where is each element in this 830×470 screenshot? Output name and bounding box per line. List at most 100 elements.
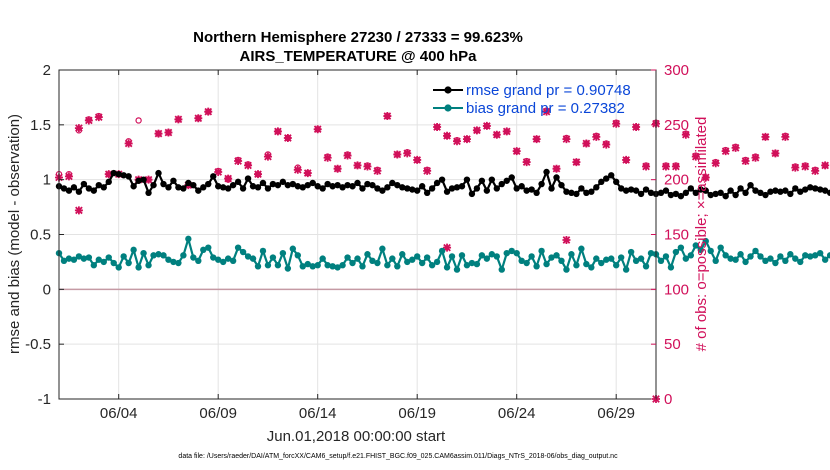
- obs-assimilated-marker: [701, 173, 710, 182]
- rmse-point: [767, 188, 774, 195]
- rmse-point: [229, 181, 237, 189]
- rmse-point: [538, 180, 545, 188]
- bias-point: [702, 237, 709, 245]
- rmse-point: [438, 176, 446, 183]
- obs-assimilated-marker: [74, 206, 83, 215]
- bias-point: [473, 260, 481, 268]
- rmse-point: [195, 187, 202, 194]
- rmse-point: [140, 176, 147, 183]
- chart-title: Northern Hemisphere 27230 / 27333 = 99.6…: [193, 29, 523, 46]
- bias-point: [826, 252, 830, 259]
- rmse-point: [175, 184, 182, 191]
- y-right-tick-label: 100: [664, 281, 689, 298]
- y-tick-label: 1: [43, 172, 51, 189]
- bias-point: [548, 254, 555, 261]
- rmse-point: [374, 185, 381, 192]
- obs-assimilated-marker: [801, 162, 810, 171]
- rmse-point: [115, 170, 122, 178]
- bias-point: [503, 249, 510, 257]
- bias-point: [364, 251, 371, 258]
- rmse-point: [821, 187, 829, 194]
- rmse-point: [697, 186, 704, 193]
- bias-point: [707, 247, 714, 255]
- bias-point: [717, 244, 724, 251]
- rmse-point: [254, 184, 262, 191]
- y-right-tick-label: 250: [664, 117, 689, 134]
- rmse-point: [498, 180, 505, 188]
- rmse-point: [637, 190, 645, 198]
- obs-assimilated-marker: [214, 167, 223, 176]
- bias-point: [797, 258, 804, 266]
- bias-point: [807, 253, 814, 260]
- bias-point: [75, 253, 83, 260]
- bias-point: [682, 255, 690, 262]
- bias-point: [180, 252, 187, 259]
- bias-point: [523, 259, 530, 267]
- obs-assimilated-marker: [353, 161, 362, 170]
- rmse-point: [379, 187, 386, 194]
- rmse-point: [548, 185, 555, 192]
- bias-point: [453, 266, 461, 273]
- bias-point: [478, 252, 486, 259]
- bias-point: [334, 264, 341, 271]
- rmse-point: [394, 181, 401, 189]
- bias-point: [95, 256, 103, 263]
- obs-assimilated-marker: [671, 162, 680, 171]
- obs-assimilated-marker: [144, 175, 153, 184]
- obs-assimilated-marker: [642, 162, 651, 171]
- bias-point: [135, 264, 142, 271]
- x-tick-label: 06/14: [299, 405, 337, 422]
- bias-point: [617, 254, 625, 261]
- rmse-point: [224, 185, 232, 192]
- rmse-point: [727, 187, 734, 194]
- rmse-point: [289, 180, 297, 188]
- bias-point: [732, 256, 739, 263]
- rmse-point: [578, 185, 585, 192]
- obs-assimilated-marker: [592, 132, 601, 141]
- bias-point: [244, 253, 252, 260]
- rmse-point: [553, 174, 560, 181]
- bias-point: [667, 264, 675, 271]
- rmse-point: [249, 183, 257, 190]
- rmse-point: [294, 183, 301, 190]
- rmse-point: [523, 187, 530, 194]
- rmse-point: [787, 190, 794, 198]
- rmse-point: [632, 187, 640, 194]
- obs-assimilated-marker: [572, 158, 581, 167]
- obs-assimilated-marker: [821, 161, 830, 170]
- bias-point: [200, 246, 207, 254]
- bias-point: [85, 254, 93, 261]
- bias-point: [60, 257, 68, 265]
- bias-point: [757, 253, 764, 260]
- obs-assimilated-marker: [502, 127, 511, 136]
- rmse-point: [150, 181, 157, 189]
- rmse-point: [812, 185, 819, 192]
- rmse-point: [747, 181, 754, 189]
- rmse-point: [692, 189, 699, 197]
- bias-point: [384, 262, 391, 269]
- rmse-point: [687, 185, 695, 192]
- bias-point: [553, 252, 560, 259]
- obs-assimilated-marker: [293, 165, 302, 174]
- rmse-point: [418, 183, 426, 190]
- bias-point: [443, 264, 451, 271]
- obs-assimilated-marker: [323, 153, 332, 162]
- bias-point: [140, 249, 147, 257]
- bias-point: [274, 262, 282, 269]
- rmse-point: [608, 172, 615, 179]
- bias-point: [428, 262, 436, 269]
- obs-assimilated-marker: [413, 155, 422, 164]
- rmse-point: [807, 184, 814, 191]
- obs-assimilated-marker: [462, 135, 471, 144]
- obs-assimilated-marker: [612, 119, 621, 128]
- rmse-point: [647, 189, 655, 197]
- bias-point: [319, 255, 326, 262]
- bias-point: [409, 256, 416, 263]
- obs-assimilated-marker: [373, 166, 382, 175]
- obs-assimilated-marker: [492, 130, 501, 139]
- legend-rmse-label: rmse grand pr = 0.90748: [466, 82, 631, 99]
- rmse-point: [757, 189, 764, 197]
- rmse-point: [70, 184, 78, 191]
- bias-point: [821, 256, 829, 263]
- obs-assimilated-marker: [751, 153, 760, 162]
